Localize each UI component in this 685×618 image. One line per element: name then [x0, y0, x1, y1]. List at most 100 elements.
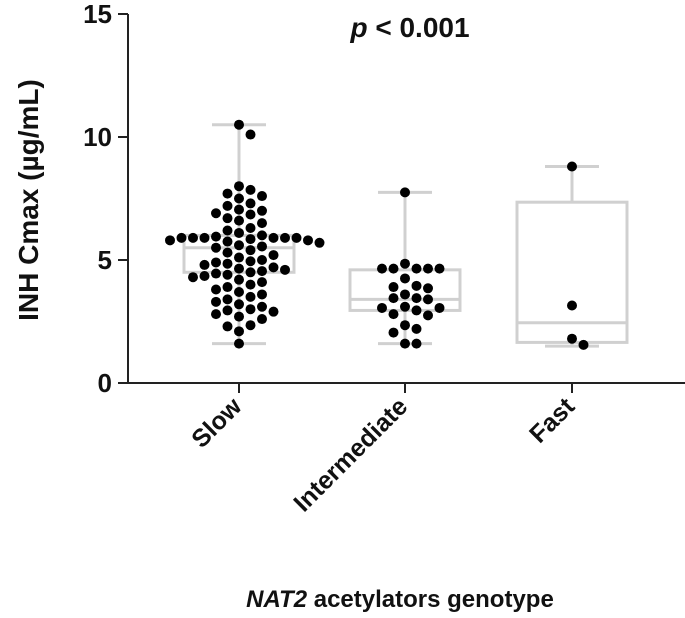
data-point: [199, 270, 210, 281]
data-point: [578, 339, 589, 350]
y-tick-label: 10: [83, 122, 112, 152]
data-point: [211, 208, 221, 219]
data-point: [314, 237, 325, 248]
data-point: [245, 245, 256, 256]
data-point: [211, 309, 221, 320]
data-point: [211, 231, 221, 242]
data-point: [234, 181, 244, 192]
data-point: [222, 269, 233, 280]
data-point: [388, 327, 399, 338]
data-point: [199, 232, 210, 243]
data-point: [411, 293, 422, 304]
data-point: [222, 282, 233, 293]
data-point: [234, 299, 244, 310]
x-axis-title-gene: NAT2: [246, 586, 308, 613]
data-point: [245, 320, 256, 331]
data-point: [400, 258, 410, 269]
data-point: [377, 263, 387, 274]
data-point: [165, 235, 175, 246]
data-point: [567, 333, 577, 344]
data-point: [423, 294, 433, 305]
data-point: [388, 282, 399, 293]
data-point: [211, 284, 221, 295]
x-tick-label-slow: Slow: [186, 392, 247, 453]
data-point: [388, 263, 399, 274]
data-point: [268, 306, 279, 317]
data-point: [176, 232, 187, 243]
data-point: [257, 289, 267, 300]
data-point: [400, 273, 410, 284]
x-axis-title: NAT2 acetylators genotype: [246, 586, 554, 613]
data-point: [291, 232, 302, 243]
data-point: [567, 300, 577, 311]
data-point: [245, 279, 256, 290]
data-point: [222, 200, 233, 211]
box-group-intermediate: [348, 187, 462, 349]
box-group-slow: [165, 119, 325, 349]
data-point: [211, 242, 221, 253]
data-point: [245, 129, 256, 140]
data-point: [234, 240, 244, 251]
data-point: [268, 262, 279, 273]
data-point: [222, 305, 233, 316]
y-tick-label: 5: [98, 245, 112, 275]
data-point: [268, 232, 279, 243]
data-point: [188, 232, 198, 243]
data-point: [411, 263, 422, 274]
data-point: [222, 236, 233, 247]
data-point: [234, 119, 244, 130]
data-point: [400, 187, 410, 198]
data-point: [423, 283, 433, 294]
data-point: [234, 252, 244, 263]
data-point: [245, 234, 256, 245]
x-tick-label-fast: Fast: [524, 392, 581, 449]
data-point: [234, 193, 244, 204]
x-axis-ticks: Slow Intermediate Fast: [186, 383, 581, 517]
data-point: [423, 263, 433, 274]
data-point: [257, 266, 267, 277]
data-point: [411, 323, 422, 334]
data-point: [245, 267, 256, 278]
data-point: [257, 230, 267, 241]
data-point: [211, 257, 221, 268]
p-value-text: < 0.001: [368, 12, 470, 43]
data-point: [199, 259, 210, 270]
data-point: [377, 302, 387, 313]
data-point: [234, 286, 244, 297]
y-tick-label: 0: [98, 368, 112, 398]
data-point: [211, 268, 221, 279]
data-point: [234, 215, 244, 226]
data-point: [400, 301, 410, 312]
data-point: [245, 291, 256, 302]
data-point: [423, 310, 433, 321]
data-point: [434, 263, 445, 274]
data-point: [245, 198, 256, 209]
data-point: [222, 294, 233, 305]
data-point: [245, 256, 256, 267]
data-point: [211, 296, 221, 307]
p-symbol: p: [349, 12, 367, 43]
data-point: [234, 311, 244, 322]
data-point: [388, 309, 399, 320]
data-point: [222, 188, 233, 199]
data-point: [303, 235, 313, 246]
data-point: [222, 321, 233, 332]
data-point: [411, 280, 422, 291]
data-point: [400, 320, 410, 331]
data-point: [257, 301, 267, 312]
data-point: [434, 302, 445, 313]
p-value-annotation: p < 0.001: [349, 12, 469, 43]
data-point: [234, 326, 244, 337]
data-point: [234, 274, 244, 285]
data-point: [222, 225, 233, 236]
plot-area: [165, 119, 629, 350]
data-point: [245, 209, 256, 220]
y-axis-title: INH Cmax (µg/mL): [13, 79, 44, 321]
x-axis-title-rest: acetylators genotype: [307, 586, 554, 613]
data-point: [400, 338, 410, 349]
data-point: [234, 227, 244, 238]
data-point: [188, 272, 198, 283]
data-point: [257, 218, 267, 229]
data-point: [280, 264, 290, 275]
